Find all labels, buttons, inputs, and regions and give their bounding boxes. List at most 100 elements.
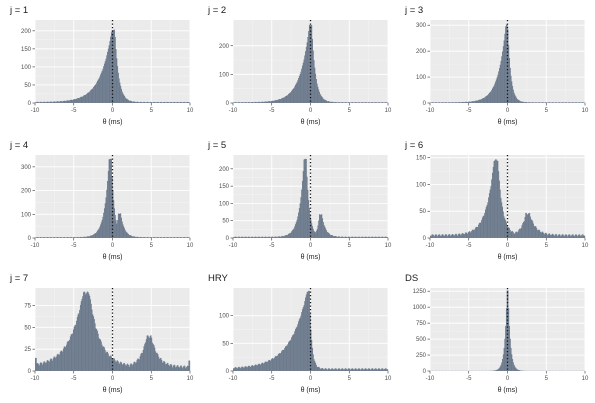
histogram-bar bbox=[370, 369, 372, 371]
histogram-bar bbox=[65, 101, 67, 103]
histogram-bar bbox=[489, 92, 491, 103]
histogram-bar bbox=[381, 368, 382, 371]
histogram-bar bbox=[494, 370, 496, 371]
histogram-bar bbox=[236, 236, 238, 238]
histogram-bar bbox=[105, 58, 107, 103]
x-tick-label: 10 bbox=[582, 376, 589, 382]
histogram-bar bbox=[475, 100, 477, 103]
histogram-bar bbox=[48, 101, 50, 103]
histogram-bar bbox=[529, 102, 531, 103]
x-tick-label: 5 bbox=[150, 243, 154, 249]
histogram-bar bbox=[54, 237, 56, 238]
histogram-bar bbox=[439, 102, 441, 103]
y-tick-label: 100 bbox=[416, 75, 427, 81]
histogram-bar bbox=[454, 102, 456, 103]
histogram-bar bbox=[67, 237, 69, 238]
histogram-bar bbox=[240, 102, 242, 103]
histogram-bar bbox=[482, 98, 484, 103]
histogram-bar bbox=[143, 101, 145, 103]
histogram-bar bbox=[163, 360, 165, 371]
histogram-bar bbox=[518, 100, 520, 103]
histogram-bar bbox=[336, 236, 337, 238]
histogram-bar bbox=[569, 102, 571, 103]
x-tick-label: 10 bbox=[582, 243, 589, 249]
histogram-bar bbox=[361, 368, 363, 371]
histogram-bar bbox=[330, 101, 332, 103]
histogram-bar bbox=[298, 78, 300, 103]
histogram-bar bbox=[340, 369, 342, 371]
histogram-bar bbox=[308, 24, 310, 104]
histogram-bar bbox=[454, 234, 456, 238]
histogram-bar bbox=[55, 357, 57, 371]
histogram-bar bbox=[383, 369, 385, 371]
histogram-bar bbox=[237, 367, 239, 371]
histogram-bar bbox=[300, 315, 302, 371]
histogram-bar bbox=[242, 102, 244, 103]
histogram-bar bbox=[532, 102, 534, 103]
histogram-bar bbox=[288, 233, 290, 238]
histogram-bar bbox=[176, 366, 177, 371]
histogram-bar bbox=[326, 231, 328, 238]
histogram-bar bbox=[377, 237, 379, 238]
histogram-bar bbox=[176, 237, 177, 238]
histogram-bar bbox=[496, 77, 498, 103]
histogram-bar bbox=[367, 237, 368, 238]
histogram-bar bbox=[276, 236, 278, 238]
histogram-bar bbox=[233, 237, 235, 238]
histogram-bar bbox=[276, 356, 278, 371]
histogram-bar bbox=[382, 368, 384, 371]
histogram-bar bbox=[155, 237, 157, 238]
histogram-bar bbox=[283, 236, 285, 238]
histogram-bar bbox=[582, 102, 584, 103]
histogram-bar bbox=[102, 68, 104, 103]
histogram-bar bbox=[177, 237, 179, 238]
histogram-bar bbox=[293, 228, 295, 238]
histogram-bar bbox=[55, 101, 57, 103]
histogram-bar bbox=[116, 223, 118, 238]
histogram-bar bbox=[508, 308, 510, 371]
histogram-bar bbox=[154, 101, 156, 103]
histogram-bar bbox=[127, 363, 129, 371]
histogram-bar bbox=[188, 237, 190, 238]
histogram-bar bbox=[364, 368, 366, 371]
histogram-bar bbox=[85, 94, 87, 103]
histogram-bar bbox=[514, 233, 516, 238]
histogram-bar bbox=[381, 368, 383, 371]
histogram-bar bbox=[234, 236, 236, 238]
histogram-bar bbox=[114, 358, 115, 371]
histogram-bar bbox=[176, 101, 178, 103]
histogram-bar bbox=[124, 97, 126, 103]
histogram-bar bbox=[114, 29, 115, 104]
histogram-bar bbox=[359, 102, 361, 103]
histogram-bar bbox=[52, 102, 53, 103]
histogram-bar bbox=[556, 102, 558, 103]
histogram-bar bbox=[505, 325, 507, 371]
x-tick-label: 5 bbox=[348, 243, 352, 249]
histogram-bar bbox=[371, 236, 373, 238]
histogram-bar bbox=[59, 101, 60, 103]
histogram-bar bbox=[302, 62, 304, 103]
histogram-bar bbox=[69, 336, 71, 371]
histogram-bar bbox=[339, 368, 341, 371]
histogram-bar bbox=[61, 101, 63, 103]
histogram-bar bbox=[282, 349, 284, 371]
histogram-bar bbox=[277, 236, 279, 238]
histogram-bar bbox=[523, 101, 524, 103]
histogram-bar bbox=[474, 229, 476, 238]
histogram-bar bbox=[290, 232, 292, 238]
histogram-bar bbox=[143, 237, 145, 238]
histogram-bar bbox=[322, 368, 324, 371]
histogram-bar bbox=[343, 102, 344, 103]
histogram-bar bbox=[257, 101, 259, 103]
histogram-bar bbox=[264, 362, 265, 371]
histogram-bar bbox=[186, 101, 188, 103]
histogram-bar bbox=[493, 161, 495, 238]
y-tick-label: 0 bbox=[226, 236, 230, 242]
histogram-bar bbox=[357, 102, 359, 103]
histogram-bar bbox=[94, 323, 96, 371]
histogram-bar bbox=[387, 237, 389, 238]
histogram-bar bbox=[504, 33, 506, 103]
histogram-bar bbox=[266, 101, 268, 103]
x-tick-label: 5 bbox=[545, 108, 549, 114]
